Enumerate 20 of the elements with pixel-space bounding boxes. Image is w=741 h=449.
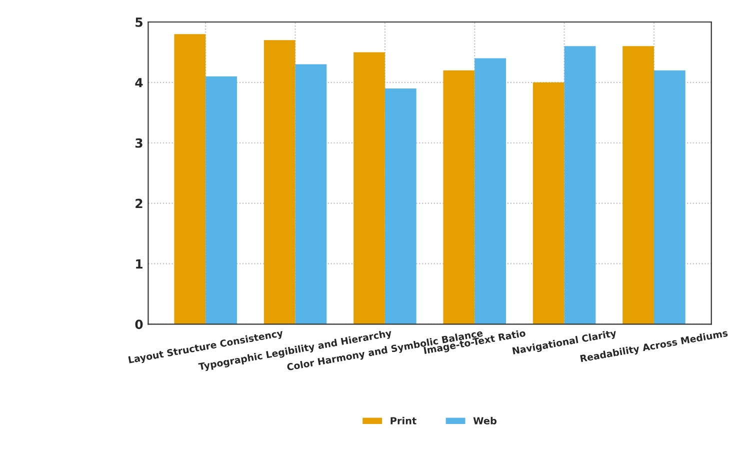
bar	[354, 52, 385, 324]
bar	[474, 58, 506, 324]
legend-label: Web	[473, 416, 497, 424]
bar	[532, 82, 564, 324]
bar	[174, 34, 206, 324]
bar	[622, 46, 654, 324]
bar	[384, 88, 416, 324]
legend-label: Print	[390, 416, 416, 424]
y-tick-label: 1	[136, 259, 142, 268]
y-tick-label: 4	[135, 78, 143, 88]
bar	[564, 46, 596, 324]
bar	[295, 64, 327, 324]
bar	[443, 70, 475, 324]
y-tick-label: 5	[136, 18, 142, 27]
y-tick-label: 0	[135, 320, 143, 330]
bar	[654, 70, 686, 324]
bar	[264, 40, 296, 324]
y-tick-label: 2	[136, 198, 142, 208]
y-tick-label: 3	[135, 138, 142, 148]
bar	[206, 76, 237, 324]
